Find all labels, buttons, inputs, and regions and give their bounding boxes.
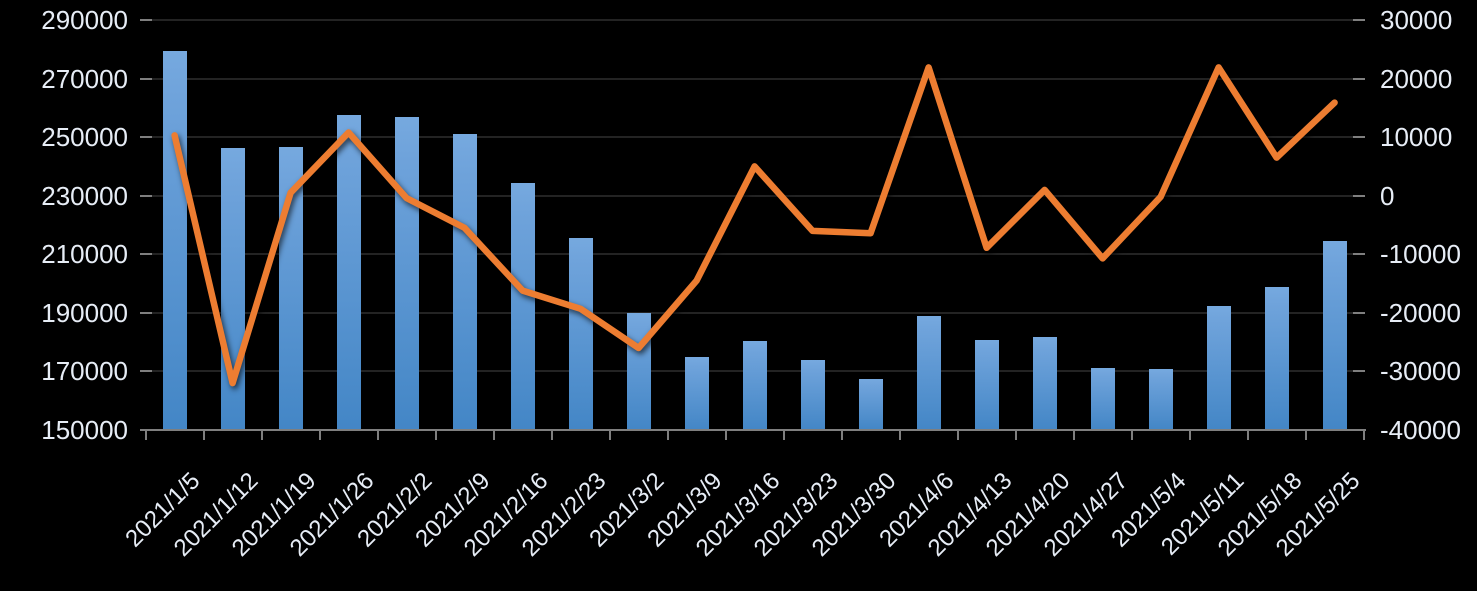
- x-axis-tick: [202, 431, 205, 440]
- x-axis-tick: [434, 431, 437, 440]
- x-axis-tick: [144, 431, 147, 440]
- right-axis-tick-label: 20000: [1380, 63, 1453, 94]
- y-axis-tick-left: [139, 194, 152, 197]
- y-axis-tick-right: [1352, 370, 1365, 373]
- left-axis-tick-label: 170000: [41, 356, 128, 387]
- bar: [394, 116, 419, 430]
- left-axis-tick-label: 150000: [41, 415, 128, 445]
- y-axis-tick-left: [139, 253, 152, 256]
- x-axis-tick: [898, 431, 901, 440]
- bar: [858, 378, 883, 430]
- bar: [684, 356, 709, 430]
- y-axis-tick-left: [139, 77, 152, 80]
- y-axis-tick-right: [1352, 253, 1365, 256]
- x-axis-tick: [492, 431, 495, 440]
- y-axis-tick-left: [139, 311, 152, 314]
- y-gridline: [145, 194, 1364, 197]
- x-axis-tick: [1130, 431, 1133, 440]
- right-axis-tick-label: 10000: [1380, 122, 1453, 153]
- x-axis-tick: [550, 431, 553, 440]
- y-gridline: [145, 19, 1364, 21]
- x-axis-tick: [666, 431, 669, 440]
- bar: [974, 339, 999, 430]
- y-axis-tick-left: [139, 370, 152, 373]
- bar: [1206, 305, 1231, 430]
- bar: [336, 115, 361, 430]
- y-axis-tick-right: [1352, 136, 1365, 139]
- right-axis-tick-label: -40000: [1380, 415, 1461, 445]
- right-axis-tick-label: 0: [1380, 180, 1395, 211]
- right-axis-tick-label: -30000: [1380, 356, 1461, 387]
- y-axis-tick-right: [1352, 19, 1365, 21]
- bar: [510, 182, 535, 430]
- bar: [1148, 368, 1173, 430]
- x-axis-tick: [1304, 431, 1307, 440]
- y-gridline: [145, 253, 1364, 256]
- left-axis-tick-label: 190000: [41, 297, 128, 328]
- left-axis-tick-label: 270000: [41, 63, 128, 94]
- bar: [1032, 336, 1057, 430]
- y-axis-tick-right: [1352, 429, 1365, 431]
- left-axis-tick-label: 290000: [41, 5, 128, 35]
- line-series-path: [171, 64, 1338, 387]
- bar: [1264, 286, 1289, 430]
- x-axis-tick: [1246, 431, 1249, 440]
- bar: [568, 238, 593, 430]
- y-axis-tick-left: [139, 429, 152, 431]
- left-axis-tick-label: 230000: [41, 180, 128, 211]
- right-axis-tick-label: -10000: [1380, 239, 1461, 270]
- x-axis-tick: [1188, 431, 1191, 440]
- x-axis-tick: [840, 431, 843, 440]
- x-axis-tick: [376, 431, 379, 440]
- x-axis-tick: [608, 431, 611, 440]
- y-axis-tick-right: [1352, 77, 1365, 80]
- x-axis-tick: [956, 431, 959, 440]
- x-axis-tick: [1014, 431, 1017, 440]
- bar: [452, 134, 477, 430]
- bar: [742, 340, 767, 430]
- y-gridline: [145, 77, 1364, 80]
- y-axis-tick-left: [139, 136, 152, 139]
- bar: [162, 50, 187, 430]
- x-axis-tick: [1072, 431, 1075, 440]
- x-axis-tick: [318, 431, 321, 440]
- bar: [1090, 368, 1115, 430]
- left-axis-tick-label: 210000: [41, 239, 128, 270]
- x-axis-line: [143, 429, 1366, 431]
- left-axis-tick-label: 250000: [41, 122, 128, 153]
- bar: [626, 312, 651, 430]
- bar: [916, 315, 941, 430]
- y-axis-tick-left: [139, 19, 152, 21]
- y-axis-tick-right: [1352, 194, 1365, 197]
- y-axis-tick-right: [1352, 311, 1365, 314]
- x-axis-tick: [724, 431, 727, 440]
- y-gridline: [145, 311, 1364, 314]
- right-axis-tick-label: 30000: [1380, 5, 1453, 35]
- right-axis-tick-label: -20000: [1380, 297, 1461, 328]
- bar: [800, 359, 825, 430]
- x-axis-tick: [260, 431, 263, 440]
- x-axis-tick: [1362, 431, 1365, 440]
- y-gridline: [145, 136, 1364, 139]
- bar: [1322, 241, 1347, 430]
- x-axis-tick: [782, 431, 785, 440]
